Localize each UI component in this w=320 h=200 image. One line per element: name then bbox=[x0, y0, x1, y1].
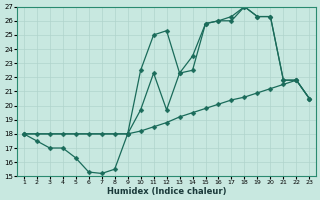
X-axis label: Humidex (Indice chaleur): Humidex (Indice chaleur) bbox=[107, 187, 226, 196]
